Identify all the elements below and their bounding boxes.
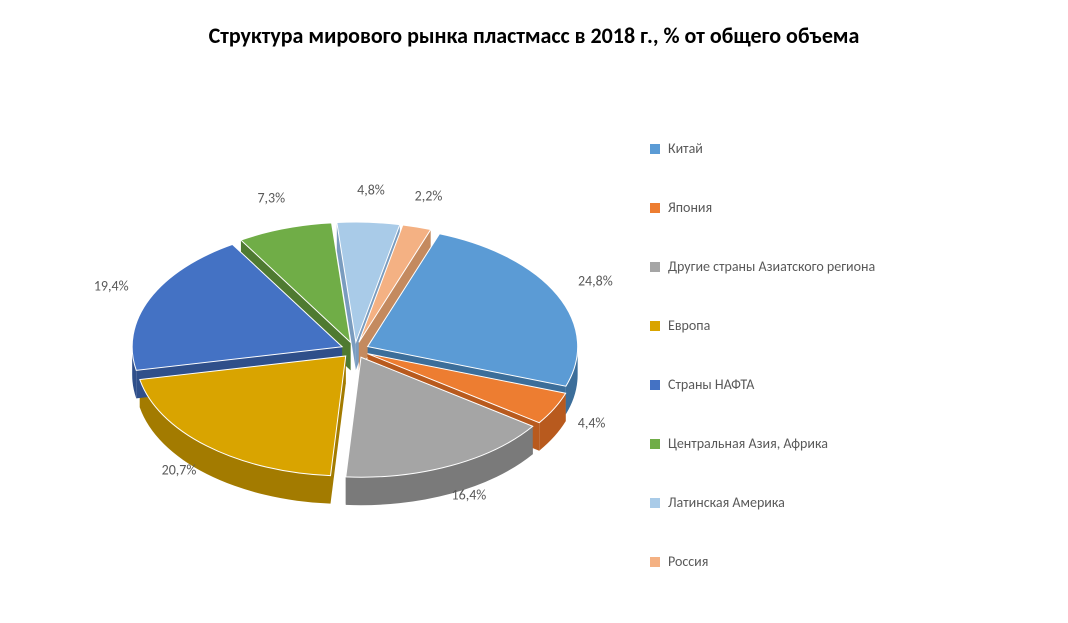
legend-swatch <box>650 380 660 390</box>
legend-label: Япония <box>668 199 712 216</box>
legend-label: Европа <box>668 317 710 334</box>
legend-swatch <box>650 439 660 449</box>
legend-swatch <box>650 262 660 272</box>
pie-chart: 24,8% 4,4% 16,4% 20,7% 19,4% 7,3% 4,8% 2,2% <box>60 90 620 590</box>
legend-item: Латинская Америка <box>650 494 1050 511</box>
legend-label: Страны НАФТА <box>668 376 754 393</box>
legend: Китай Япония Другие страны Азиатского реги… <box>650 140 1050 612</box>
slice-label: 16,4% <box>452 486 487 503</box>
slice-label: 20,7% <box>162 461 197 478</box>
legend-swatch <box>650 144 660 154</box>
legend-item: Европа <box>650 317 1050 334</box>
legend-item: Китай <box>650 140 1050 157</box>
legend-label: Центральная Азия, Африка <box>668 435 828 452</box>
legend-label: Другие страны Азиатского региона <box>668 258 875 275</box>
legend-item: Центральная Азия, Африка <box>650 435 1050 452</box>
legend-item: Россия <box>650 553 1050 570</box>
legend-swatch <box>650 321 660 331</box>
legend-item: Другие страны Азиатского региона <box>650 258 1050 275</box>
legend-swatch <box>650 203 660 213</box>
slice-label: 7,3% <box>257 190 285 207</box>
slice-label: 24,8% <box>578 273 613 290</box>
legend-label: Россия <box>668 553 708 570</box>
legend-item: Япония <box>650 199 1050 216</box>
legend-swatch <box>650 498 660 508</box>
legend-label: Латинская Америка <box>668 494 785 511</box>
legend-item: Страны НАФТА <box>650 376 1050 393</box>
slice-label: 4,8% <box>357 182 385 199</box>
slice-label: 2,2% <box>415 188 443 205</box>
slice-label: 4,4% <box>578 415 606 432</box>
slice-label: 19,4% <box>94 277 129 294</box>
legend-label: Китай <box>668 140 703 157</box>
legend-swatch <box>650 557 660 567</box>
chart-title: Структура мирового рынка пластмасс в 201… <box>0 22 1068 49</box>
